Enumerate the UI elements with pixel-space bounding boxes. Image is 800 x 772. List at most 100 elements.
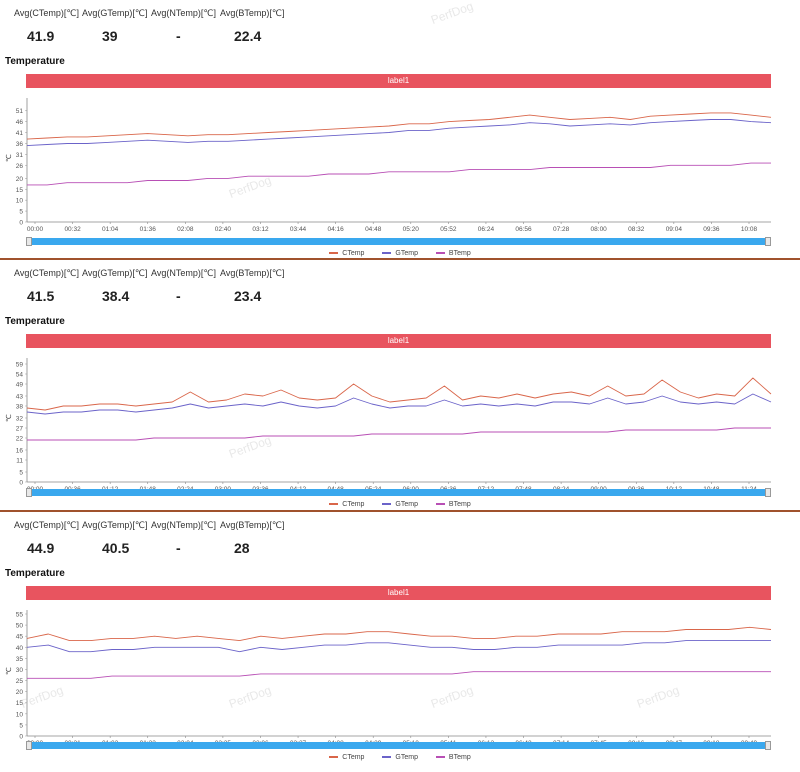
legend-swatch: [329, 252, 339, 255]
slider-track[interactable]: [30, 238, 767, 245]
stat-label: Avg(BTemp)[℃]: [220, 520, 285, 530]
zoom-slider[interactable]: [26, 237, 771, 246]
legend-label: BTemp: [448, 754, 471, 761]
x-tick-label: 06:24: [478, 226, 495, 232]
y-axis-label: ℃: [6, 667, 13, 675]
legend-label: CTemp: [342, 250, 365, 257]
x-tick-label: 10:08: [741, 226, 758, 232]
zoom-slider[interactable]: [26, 488, 771, 497]
stats-row: Avg(CTemp)[℃] 41.9 Avg(GTemp)[℃] 39 Avg(NT…: [0, 8, 800, 52]
chart-legend: CTemp GTemp BTemp: [0, 754, 800, 761]
x-tick-label: 06:56: [515, 226, 532, 232]
slider-handle-left[interactable]: [26, 741, 32, 750]
y-axis-label: ℃: [6, 154, 13, 162]
legend-item-btemp[interactable]: BTemp: [435, 501, 471, 508]
stat-ntemp: Avg(NTemp)[℃] -: [151, 8, 216, 44]
legend-label: BTemp: [448, 501, 471, 508]
stat-label: Avg(GTemp)[℃]: [82, 8, 148, 18]
legend-item-btemp[interactable]: BTemp: [435, 250, 471, 257]
series-line-btemp[interactable]: [27, 671, 771, 679]
slider-handle-left[interactable]: [26, 237, 32, 246]
legend-item-gtemp[interactable]: GTemp: [382, 250, 418, 257]
panel-divider: [0, 510, 800, 512]
legend-item-gtemp[interactable]: GTemp: [382, 501, 418, 508]
temperature-panel-2: Avg(CTemp)[℃] 41.5 Avg(GTemp)[℃] 38.4 Avg(…: [0, 260, 800, 510]
stat-label: Avg(BTemp)[℃]: [220, 268, 285, 278]
series-line-btemp[interactable]: [27, 162, 771, 186]
x-tick-label: 01:04: [102, 226, 119, 232]
label-bar[interactable]: label1: [26, 74, 771, 88]
section-title: Temperature: [5, 316, 65, 327]
x-tick-label: 00:32: [64, 226, 81, 232]
temperature-panel-1: Avg(CTemp)[℃] 41.9 Avg(GTemp)[℃] 39 Avg(NT…: [0, 0, 800, 258]
legend-item-ctemp[interactable]: CTemp: [329, 754, 364, 761]
slider-handle-right[interactable]: [765, 237, 771, 246]
series-line-gtemp[interactable]: [26, 640, 771, 653]
x-tick-label: 08:00: [591, 226, 608, 232]
series-line-ctemp[interactable]: [26, 112, 772, 140]
stat-gtemp: Avg(GTemp)[℃] 38.4: [82, 268, 147, 304]
stat-value: 23.4: [234, 288, 262, 304]
series-line-gtemp[interactable]: [26, 119, 772, 147]
slider-handle-right[interactable]: [765, 488, 771, 497]
stat-btemp: Avg(BTemp)[℃] 22.4: [220, 8, 284, 44]
temperature-chart[interactable]: 0510152025303540455055℃00:0000:3101:0201…: [0, 604, 800, 746]
legend-item-gtemp[interactable]: GTemp: [382, 754, 418, 761]
chart-legend: CTemp GTemp BTemp: [0, 501, 800, 508]
y-tick-label: 41: [16, 130, 24, 137]
slider-track[interactable]: [30, 742, 767, 749]
legend-item-ctemp[interactable]: CTemp: [329, 501, 364, 508]
x-tick-label: 09:36: [703, 226, 720, 232]
temperature-chart[interactable]: 0511162227323843495459℃00:0000:3601:1201…: [0, 352, 800, 492]
stat-ctemp: Avg(CTemp)[℃] 41.5: [14, 268, 79, 304]
x-tick-label: 05:52: [440, 226, 457, 232]
legend-swatch: [435, 252, 445, 255]
legend-swatch: [382, 756, 392, 759]
slider-handle-right[interactable]: [765, 741, 771, 750]
x-tick-label: 04:48: [365, 226, 382, 232]
series-line-btemp[interactable]: [27, 427, 771, 441]
y-tick-label: 0: [19, 734, 23, 741]
label-bar[interactable]: label1: [26, 586, 771, 600]
x-tick-label: 08:32: [628, 226, 645, 232]
series-line-ctemp[interactable]: [26, 377, 772, 411]
legend-swatch: [382, 252, 392, 255]
y-tick-label: 22: [16, 436, 24, 443]
label-bar[interactable]: label1: [26, 334, 771, 348]
stat-gtemp: Avg(GTemp)[℃] 39: [82, 8, 147, 44]
y-tick-label: 0: [19, 480, 23, 487]
section-title: Temperature: [5, 56, 65, 67]
legend-item-ctemp[interactable]: CTemp: [329, 250, 364, 257]
slider-handle-left[interactable]: [26, 488, 32, 497]
y-tick-label: 59: [16, 362, 24, 369]
y-tick-label: 35: [16, 656, 24, 663]
y-tick-label: 51: [16, 108, 24, 115]
y-tick-label: 49: [16, 382, 24, 389]
y-tick-label: 50: [16, 623, 24, 630]
y-tick-label: 20: [16, 689, 24, 696]
temperature-panel-3: Avg(CTemp)[℃] 44.9 Avg(GTemp)[℃] 40.5 Avg(…: [0, 512, 800, 772]
panel-divider: [0, 258, 800, 260]
legend-label: CTemp: [342, 501, 365, 508]
y-axis-label: ℃: [6, 414, 13, 422]
zoom-slider[interactable]: [26, 741, 771, 750]
y-tick-label: 15: [16, 187, 24, 194]
series-line-gtemp[interactable]: [26, 393, 772, 415]
stat-value: 40.5: [102, 540, 130, 556]
legend-label: CTemp: [342, 754, 365, 761]
stat-label: Avg(GTemp)[℃]: [82, 520, 148, 530]
legend-label: BTemp: [448, 250, 471, 257]
y-tick-label: 45: [16, 634, 24, 641]
y-tick-label: 15: [16, 700, 24, 707]
series-line-ctemp[interactable]: [26, 626, 772, 642]
stat-label: Avg(CTemp)[℃]: [14, 520, 79, 530]
stat-label: Avg(NTemp)[℃]: [151, 8, 216, 18]
slider-track[interactable]: [30, 489, 767, 496]
stat-btemp: Avg(BTemp)[℃] 28: [220, 520, 284, 556]
stats-row: Avg(CTemp)[℃] 41.5 Avg(GTemp)[℃] 38.4 Avg(…: [0, 268, 800, 312]
y-tick-label: 32: [16, 416, 24, 423]
x-tick-label: 00:00: [27, 226, 44, 232]
stat-ntemp: Avg(NTemp)[℃] -: [151, 520, 216, 556]
temperature-chart[interactable]: 0 5 10 15 20 26 31 36 41 46 51 ℃ 00:00 00:32 01:04 01:3…: [0, 92, 800, 232]
legend-item-btemp[interactable]: BTemp: [435, 754, 471, 761]
